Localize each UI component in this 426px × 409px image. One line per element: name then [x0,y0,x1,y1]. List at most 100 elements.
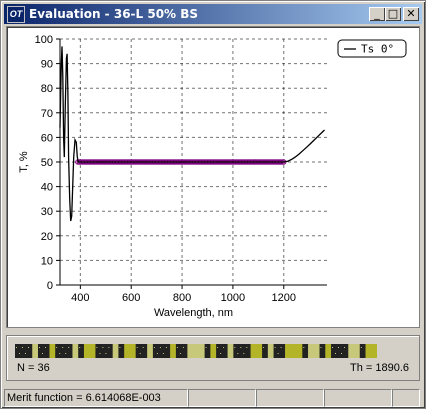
layer-segment[interactable] [365,344,377,358]
status-cell-2 [256,389,324,407]
layer-texture-dot [162,353,164,354]
layer-segment[interactable] [216,344,228,358]
layer-texture-dot [280,347,282,348]
layer-texture-dot [99,353,101,354]
layer-structure-bar[interactable] [15,344,377,358]
y-tick-label: 100 [35,34,53,46]
layer-texture-dot [338,347,339,348]
layer-segment[interactable] [78,344,85,358]
layer-segment[interactable] [250,344,263,358]
layer-texture-dot [223,347,225,348]
layer-texture-dot [22,347,23,348]
layer-segment[interactable] [112,344,119,358]
layer-texture-dot [108,347,110,348]
layer-segment[interactable] [72,344,79,358]
layer-texture-dot [179,353,181,354]
layer-texture-dot [217,347,219,348]
layer-texture-dot [39,347,40,348]
layer-segment[interactable] [152,344,171,358]
layer-segment[interactable] [331,344,349,358]
layer-texture-dot [42,353,43,354]
layer-texture-dot [240,347,242,348]
layer-segment[interactable] [32,344,39,358]
status-bar: Merit function = 6.614068E-003 [4,389,422,407]
layer-count-label: N = 36 [17,362,50,374]
layer-segment[interactable] [325,344,332,358]
layer-segment[interactable] [267,344,274,358]
x-tick-label: 600 [122,292,140,304]
layer-texture-dot [56,347,58,348]
layer-texture-dot [79,347,81,348]
layer-segment[interactable] [118,344,125,358]
layer-texture-dot [45,347,46,348]
series-line-ts0 [59,46,325,222]
y-tick-label: 50 [41,157,53,169]
layer-segment[interactable] [135,344,148,358]
layer-texture-dot [28,347,29,348]
layer-segment[interactable] [49,344,56,358]
layer-segment[interactable] [359,344,366,358]
layer-texture-dot [59,353,61,354]
layer-texture-dot [62,347,64,348]
layer-texture-dot [234,347,236,348]
minimize-button[interactable]: _ [369,7,385,21]
layer-texture-dot [153,347,155,348]
layer-segment[interactable] [147,344,154,358]
layer-segment[interactable] [302,344,309,358]
y-tick-label: 70 [41,108,53,120]
y-tick-label: 40 [41,182,53,194]
layer-texture-dot [237,353,239,354]
layer-texture-dot [205,347,207,348]
close-button[interactable]: ✕ [403,7,419,21]
app-icon[interactable]: OT [7,6,25,23]
transmittance-chart[interactable]: 0 10 20 30 40 50 60 70 80 90 100 400 600 800 1000 1200 W… [7,27,419,327]
layer-segment[interactable] [175,344,188,358]
y-tick-label: 80 [41,83,53,95]
layer-texture-dot [142,347,144,348]
layer-segment[interactable] [348,344,361,358]
layer-texture-dot [16,347,17,348]
layer-segment[interactable] [124,344,136,358]
layer-texture-dot [303,347,305,348]
layer-segment[interactable] [170,344,177,358]
layer-texture-dot [165,347,167,348]
layer-texture-dot [19,353,20,354]
layer-segment[interactable] [285,344,303,358]
status-cell-4 [392,389,420,407]
merit-function-status: Merit function = 6.614068E-003 [4,389,188,407]
window-title: Evaluation - 36-L 50% BS [29,7,199,21]
title-bar[interactable]: OT Evaluation - 36-L 50% BS _ □ ✕ [4,4,422,24]
legend-box [337,39,407,58]
layer-segment[interactable] [95,344,113,358]
layer-segment[interactable] [273,344,286,358]
layer-texture-dot [102,347,104,348]
layer-segment[interactable] [55,344,73,358]
layer-segment[interactable] [308,344,320,358]
layer-segment[interactable] [37,344,50,358]
y-tick-label: 10 [41,255,53,267]
x-axis-label: Wavelength, nm [154,307,233,319]
layer-texture-dot [182,347,184,348]
layer-segment[interactable] [15,344,33,358]
layer-texture-dot [176,347,178,348]
layer-texture-dot [96,347,98,348]
layer-segment[interactable] [204,344,211,358]
layer-segment[interactable] [227,344,234,358]
maximize-button[interactable]: □ [385,7,401,21]
layer-texture-dot [220,353,222,354]
layer-segment[interactable] [187,344,205,358]
layer-segment[interactable] [210,344,217,358]
plot-panel[interactable]: 0 10 20 30 40 50 60 70 80 90 100 400 600 800 1000 1200 W… [6,26,420,328]
layer-segment[interactable] [83,344,96,358]
layer-segment[interactable] [319,344,326,358]
layer-texture-dot [65,353,67,354]
x-tick-label: 400 [71,292,89,304]
layer-texture-dot [159,347,161,348]
y-axis-label: T, % [18,151,30,173]
legend-entry: Ts 0° [361,43,394,56]
layer-segment[interactable] [233,344,251,358]
layer-texture-dot [341,353,342,354]
layer-texture-dot [243,353,245,354]
layer-texture-dot [332,347,333,348]
layer-segment[interactable] [262,344,269,358]
